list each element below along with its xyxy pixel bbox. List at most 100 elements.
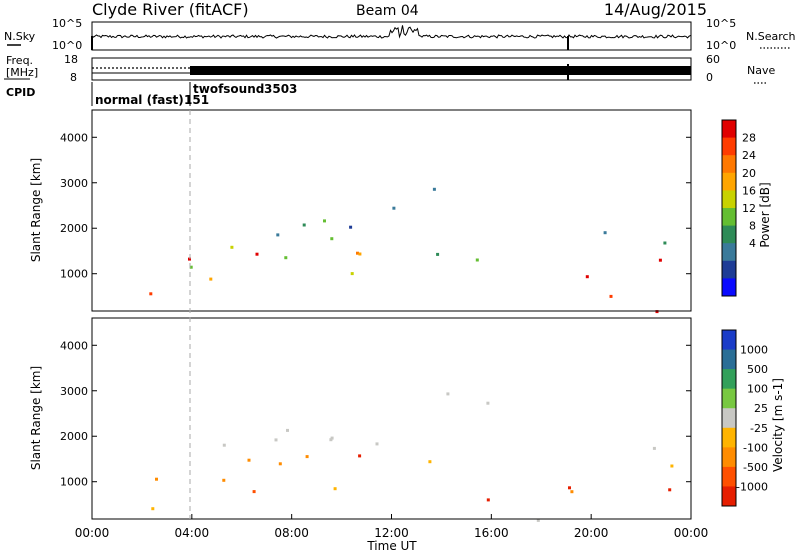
colorbar-tick-label: -1000 bbox=[736, 480, 768, 493]
cpid-segment-1-label: normal (fast) bbox=[95, 93, 184, 107]
noise-left-label: N.Sky bbox=[4, 30, 36, 43]
power-data-cells bbox=[149, 187, 667, 314]
data-cell bbox=[252, 490, 256, 494]
velocity-colorbar: 1000 500 100 25 -25 -100 -500 -1000 bbox=[721, 329, 768, 507]
colorbar-tick-label: 12 bbox=[742, 202, 756, 215]
data-cell bbox=[652, 446, 656, 450]
colorbar-tick-label: 28 bbox=[742, 132, 756, 145]
colorbar-segment bbox=[722, 349, 736, 370]
colorbar-segment bbox=[722, 466, 736, 487]
colorbar-segment bbox=[722, 190, 736, 209]
data-cell bbox=[349, 225, 353, 229]
colorbar-segment bbox=[722, 260, 736, 279]
colorbar-tick-label: 4 bbox=[749, 237, 756, 250]
data-cell bbox=[350, 272, 354, 276]
data-cell bbox=[284, 256, 288, 260]
data-cell bbox=[609, 294, 613, 298]
frequency-left-tick-bottom: 8 bbox=[70, 71, 77, 84]
colorbar-segment bbox=[722, 388, 736, 409]
noise-trace bbox=[91, 25, 691, 50]
noise-right-label: N.Search bbox=[746, 30, 796, 43]
power-panel: Slant Range [km] 1000 2000 3000 4000 28 24 20… bbox=[29, 109, 772, 314]
noise-panel: N.Sky 10^5 10^0 10^5 10^0 N.Search bbox=[4, 17, 796, 52]
colorbar-segment bbox=[722, 330, 736, 351]
data-cell bbox=[436, 252, 440, 256]
y-tick-label: 1000 bbox=[60, 268, 88, 281]
data-cell bbox=[278, 462, 282, 466]
data-cell bbox=[286, 428, 289, 432]
colorbar-tick-label: 24 bbox=[742, 149, 756, 162]
freq-band-twofsound bbox=[190, 66, 691, 75]
noise-right-tick-top: 10^5 bbox=[706, 17, 736, 30]
y-tick-label: 3000 bbox=[60, 385, 88, 398]
data-cell bbox=[305, 455, 309, 459]
data-cell bbox=[151, 507, 155, 511]
colorbar-segment bbox=[722, 243, 736, 262]
data-cell bbox=[358, 454, 362, 458]
data-cell bbox=[255, 252, 259, 256]
data-cell bbox=[446, 392, 450, 396]
data-cell bbox=[333, 487, 337, 491]
data-cell bbox=[570, 490, 574, 494]
colorbar-segment bbox=[722, 486, 736, 507]
data-cell bbox=[323, 219, 326, 223]
colorbar-tick-label: 25 bbox=[754, 402, 768, 415]
power-panel-frame bbox=[91, 109, 692, 312]
data-cell bbox=[222, 443, 226, 447]
frequency-panel: Freq. [MHz] 18 8 60 0 Nave bbox=[4, 53, 775, 84]
data-cell bbox=[668, 488, 672, 492]
data-cell bbox=[375, 442, 379, 446]
velocity-panel-frame bbox=[91, 317, 692, 520]
data-cell bbox=[536, 518, 540, 522]
colorbar-segment bbox=[722, 447, 736, 468]
colorbar-tick-label: 500 bbox=[747, 363, 768, 376]
y-tick-label: 2000 bbox=[60, 222, 88, 235]
data-cell bbox=[356, 251, 359, 255]
colorbar-frame bbox=[721, 329, 737, 507]
colorbar-tick-label: -25 bbox=[750, 422, 768, 435]
y-tick-label: 4000 bbox=[60, 131, 88, 144]
x-tick-label: 16:00 bbox=[474, 526, 509, 540]
date-title: 14/Aug/2015 bbox=[604, 0, 707, 19]
colorbar-segment bbox=[722, 225, 736, 244]
frequency-left-unit: [MHz] bbox=[6, 66, 38, 79]
data-cell bbox=[486, 401, 490, 405]
power-ylabel: Slant Range [km] bbox=[29, 158, 43, 262]
velocity-colorbar-label: Velocity [m s-1] bbox=[771, 378, 785, 472]
colorbar-segment bbox=[722, 155, 736, 174]
data-cell bbox=[188, 257, 191, 261]
colorbar-segment bbox=[722, 120, 736, 139]
cpid-segment-2-label: twofsound bbox=[193, 82, 264, 96]
x-tick-label: 20:00 bbox=[574, 526, 609, 540]
cpid-label: CPID bbox=[6, 86, 35, 99]
data-cell bbox=[658, 258, 662, 262]
noise-right-tick-bottom: 10^0 bbox=[706, 39, 736, 52]
power-colorbar: 28 24 20 16 12 8 4 bbox=[721, 119, 756, 297]
data-cell bbox=[432, 187, 436, 191]
data-cell bbox=[276, 233, 280, 237]
colorbar-segment bbox=[722, 369, 736, 390]
colorbar-tick-label: -100 bbox=[743, 441, 768, 454]
data-cell bbox=[247, 458, 251, 462]
y-tick-label: 4000 bbox=[60, 339, 88, 352]
data-cell bbox=[222, 478, 226, 482]
data-cell bbox=[428, 460, 432, 464]
data-cell bbox=[230, 245, 234, 249]
frequency-left-label: Freq. bbox=[6, 54, 33, 67]
colorbar-segment bbox=[722, 172, 736, 191]
colorbar-tick-label: 8 bbox=[749, 220, 756, 233]
data-cell bbox=[475, 258, 479, 262]
colorbar-segment bbox=[722, 427, 736, 448]
colorbar-tick-label: 1000 bbox=[740, 344, 768, 357]
data-cell bbox=[358, 252, 362, 256]
time-axis-label: Time UT bbox=[366, 539, 417, 553]
data-cell bbox=[274, 438, 278, 442]
cpid-segment-1-id: 151 bbox=[184, 93, 209, 107]
x-tick-label: 00:00 bbox=[75, 526, 110, 540]
y-tick-label: 3000 bbox=[60, 177, 88, 190]
velocity-data-cells bbox=[151, 392, 674, 522]
data-cell bbox=[663, 241, 667, 245]
noise-left-tick-top: 10^5 bbox=[52, 17, 82, 30]
data-cell bbox=[655, 310, 659, 314]
